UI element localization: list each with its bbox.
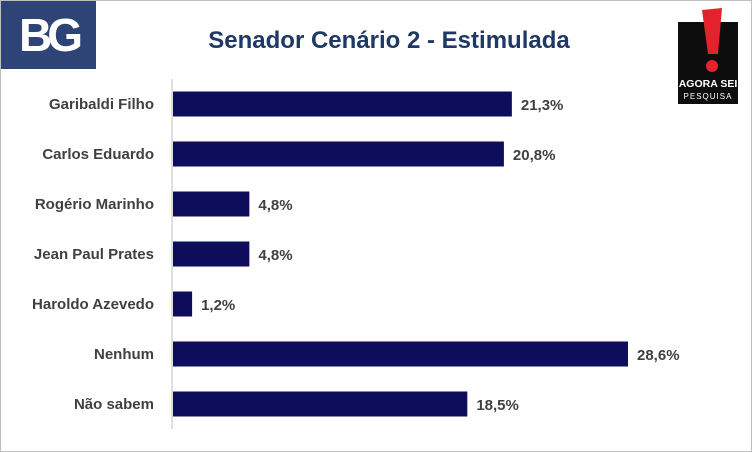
- category-label: Nenhum: [94, 346, 154, 363]
- data-label: 20,8%: [513, 147, 556, 164]
- bar: [173, 91, 512, 117]
- category-label: Rogério Marinho: [35, 196, 154, 213]
- bar: [173, 391, 468, 417]
- bar: [173, 191, 250, 217]
- data-label: 1,2%: [201, 297, 235, 314]
- data-label: 28,6%: [637, 347, 680, 364]
- data-label: 18,5%: [476, 397, 519, 414]
- data-label: 21,3%: [521, 97, 564, 114]
- category-label: Não sabem: [74, 396, 154, 413]
- category-label: Jean Paul Prates: [34, 246, 154, 263]
- data-label: 4,8%: [258, 197, 292, 214]
- data-label: 4,8%: [258, 247, 292, 264]
- chart-title: Senador Cenário 2 - Estimulada: [208, 27, 570, 54]
- bg-logo-text: BG: [19, 9, 83, 61]
- bg-logo: BG: [1, 1, 96, 69]
- category-label: Garibaldi Filho: [49, 96, 154, 113]
- bar: [173, 241, 250, 267]
- category-label: Carlos Eduardo: [42, 146, 154, 163]
- bar: [173, 291, 193, 317]
- agora-logo-line2: PESQUISA: [684, 92, 733, 101]
- agora-sei-logo: AGORA SEI PESQUISA: [678, 8, 738, 104]
- bar: [173, 141, 504, 167]
- category-label: Haroldo Azevedo: [32, 296, 154, 313]
- bar: [173, 341, 628, 367]
- agora-logo-line1: AGORA SEI: [679, 78, 738, 90]
